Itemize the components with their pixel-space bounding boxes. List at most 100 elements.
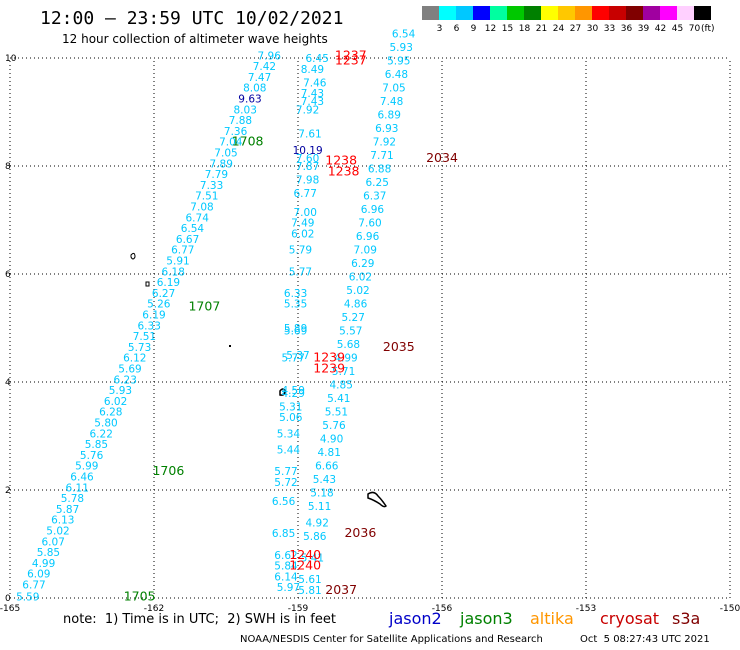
scale-swatch: [524, 6, 541, 20]
wave-height-label: 5.41: [301, 553, 324, 565]
scale-label: 15: [501, 24, 514, 34]
wave-height-label: 6.46: [70, 472, 94, 484]
wave-height-label: 7.00: [294, 207, 317, 219]
wave-height-label: 8.03: [234, 104, 257, 116]
wave-height-label: 5.37: [286, 350, 309, 362]
scale-label: 45: [671, 24, 684, 34]
wave-height-label: 6.77: [171, 245, 194, 257]
wave-height-label: 7.42: [253, 61, 276, 73]
pass-time-label: 1238: [328, 163, 360, 178]
wave-height-label: 5.41: [327, 393, 350, 405]
wave-height-label: 9.63: [238, 94, 261, 106]
wave-height-label: 6.96: [356, 231, 380, 243]
wave-height-label: 5.02: [346, 285, 369, 297]
wave-height-label: 5.76: [322, 420, 346, 432]
scale-label: 18: [518, 24, 531, 34]
wave-height-label: 5.76: [80, 450, 104, 462]
wave-height-label: 7.43: [301, 96, 324, 108]
wave-height-label: 6.77: [294, 188, 317, 200]
wave-height-label: 7.60: [358, 218, 381, 230]
wave-height-label: 6.23: [114, 374, 137, 386]
scale-swatch: [694, 6, 711, 20]
wave-height-label: 6.18: [162, 266, 185, 278]
pass-time-label: 1708: [232, 134, 264, 149]
wave-height-label: 4.99: [32, 558, 55, 570]
wave-height-label: 7.61: [298, 129, 321, 141]
wave-height-label: 4.86: [344, 299, 368, 311]
wave-height-label: 5.72: [274, 477, 297, 489]
x-tick-label: -162: [144, 604, 164, 614]
scale-label: 39: [637, 24, 650, 34]
scale-swatch: [609, 6, 626, 20]
wave-height-label: 7.96: [258, 50, 282, 62]
scale-swatch: [575, 6, 592, 20]
wave-height-label: 4.92: [306, 517, 329, 529]
scale-label: 33: [603, 24, 616, 34]
wave-height-label: 5.73: [128, 342, 151, 354]
y-tick-label: 2: [5, 486, 11, 496]
wave-height-label: 6.19: [157, 277, 180, 289]
scale-swatch: [507, 6, 524, 20]
wave-height-label: 5.02: [46, 526, 69, 538]
wave-height-label: 5.69: [118, 364, 141, 376]
wave-height-label: 7.33: [200, 180, 223, 192]
y-tick-label: 4: [5, 378, 11, 388]
wave-height-label: 6.88: [368, 164, 391, 176]
wave-height-label: 6.28: [99, 407, 122, 419]
island-outline: [367, 491, 387, 508]
scale-swatch: [473, 6, 490, 20]
wave-height-label: 5.93: [109, 385, 132, 397]
wave-height-label: 6.02: [349, 272, 372, 284]
wave-height-label: 6.02: [291, 229, 314, 241]
scale-swatch: [643, 6, 660, 20]
island-outline: [279, 388, 286, 396]
wave-height-label: 6.33: [138, 320, 161, 332]
wave-height-label: 5.97: [277, 582, 300, 594]
y-tick-label: 10: [5, 54, 17, 64]
wave-height-label: 5.43: [313, 474, 336, 486]
credit-text: NOAA/NESDIS Center for Satellite Applica…: [240, 634, 543, 645]
scale-unit: (ft): [701, 24, 715, 34]
wave-height-label: 7.47: [248, 72, 271, 84]
wave-height-label: 7.71: [370, 150, 393, 162]
wave-height-label: 5.69: [284, 326, 307, 338]
legend-item-jason3: jason3: [460, 609, 513, 628]
wave-height-label: 4.81: [318, 447, 341, 459]
scale-swatch: [490, 6, 507, 20]
wave-height-label: 6.09: [27, 569, 50, 581]
wave-height-label: 6.33: [284, 288, 307, 300]
wave-height-label: 6.02: [104, 396, 127, 408]
wave-height-label: 8.49: [301, 64, 324, 76]
wave-height-label: 7.09: [354, 245, 377, 257]
wave-height-label: 5.86: [303, 531, 327, 543]
wave-height-label: 7.60: [296, 153, 319, 165]
wave-height-label: 5.78: [61, 493, 84, 505]
y-tick-label: 8: [5, 162, 11, 172]
wave-height-label: 7.92: [296, 104, 319, 116]
scale-swatch: [456, 6, 473, 20]
wave-height-label: 7.36: [224, 126, 248, 138]
scale-label: 30: [586, 24, 599, 34]
wave-height-label: 5.87: [56, 504, 79, 516]
wave-height-label: 7.89: [210, 158, 233, 170]
wave-height-label: 6.07: [42, 536, 65, 548]
scale-swatch: [439, 6, 456, 20]
scale-label: 24: [552, 24, 565, 34]
wave-height-label: 6.85: [272, 528, 295, 540]
wave-height-label: 5.77: [282, 353, 305, 365]
wave-height-label: 5.34: [277, 428, 301, 440]
pass-time-label: 2036: [344, 525, 376, 540]
wave-height-label: 6.45: [306, 53, 329, 65]
wave-height-label: 7.08: [190, 202, 213, 214]
scale-swatch: [677, 6, 694, 20]
scale-swatch: [660, 6, 677, 20]
wave-height-label: 6.67: [176, 234, 199, 246]
wave-height-label: 7.05: [214, 148, 237, 160]
wave-height-label: 4.99: [334, 353, 357, 365]
wave-height-label: 7.46: [303, 77, 327, 89]
x-tick-label: -165: [0, 604, 20, 614]
wave-height-label: 5.35: [284, 299, 307, 311]
wave-height-label: 6.22: [90, 428, 113, 440]
legend-item-s3a: s3a: [672, 609, 701, 628]
